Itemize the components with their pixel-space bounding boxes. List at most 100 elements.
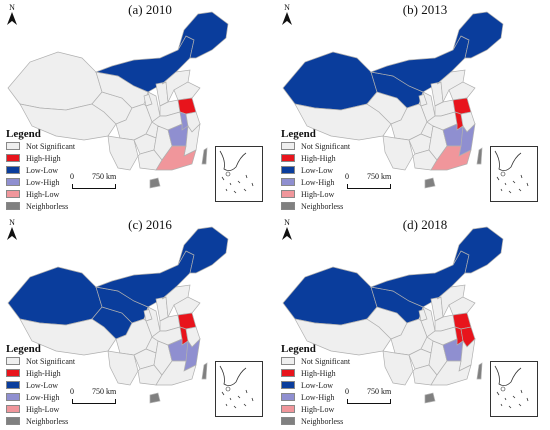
legend-item: Low-High xyxy=(6,391,116,403)
region-jiangsu xyxy=(452,312,472,330)
legend-item: Not Significant xyxy=(281,140,391,152)
legend-label: Neighborless xyxy=(26,416,69,426)
legend-swatch xyxy=(6,381,20,389)
legend-label: Neighborless xyxy=(26,201,69,211)
region-shandong xyxy=(448,81,476,101)
scale-distance: 750 km xyxy=(367,387,392,396)
legend-item: Neighborless xyxy=(281,415,391,427)
legend: Legend Not Significant High-High Low-Low Low… xyxy=(6,128,116,212)
region-guangdong xyxy=(155,360,197,386)
legend-label: Low-High xyxy=(301,392,335,402)
legend-swatch xyxy=(281,417,295,425)
scale-line xyxy=(72,184,116,189)
legend-swatch xyxy=(6,166,20,174)
legend-swatch xyxy=(281,142,295,150)
scale-line xyxy=(72,399,116,404)
region-taiwan xyxy=(201,362,208,380)
legend-label: Low-Low xyxy=(301,165,333,175)
legend-swatch xyxy=(6,190,20,198)
china-map xyxy=(282,11,504,189)
panel-title: (b) 2013 xyxy=(402,2,448,17)
legend-item: High-Low xyxy=(281,403,391,415)
legend-item: Neighborless xyxy=(6,415,116,427)
legend-swatch xyxy=(281,405,295,413)
south-china-sea-inset xyxy=(215,361,263,417)
china-map xyxy=(282,226,504,404)
legend-item: Low-Low xyxy=(6,164,116,176)
legend-item: High-High xyxy=(281,152,391,164)
region-northeast xyxy=(452,226,504,274)
region-guangdong xyxy=(430,145,472,171)
legend-label: Neighborless xyxy=(301,416,344,426)
legend-label: High-Low xyxy=(26,404,60,414)
map-panel: (c) 2016 N Legend Not Significant High-High L… xyxy=(0,215,275,430)
scale-distance: 750 km xyxy=(92,387,117,396)
legend-label: High-High xyxy=(26,153,61,163)
legend-item: High-Low xyxy=(6,188,116,200)
legend-item: Not Significant xyxy=(6,355,116,367)
legend-item: Neighborless xyxy=(281,200,391,212)
legend-swatch xyxy=(281,381,295,389)
svg-text:N: N xyxy=(284,3,290,12)
legend-label: Not Significant xyxy=(26,141,76,151)
legend-item: Not Significant xyxy=(281,355,391,367)
region-shandong xyxy=(448,296,476,316)
region-xinjiang xyxy=(7,51,103,111)
region-xinjiang xyxy=(7,266,103,326)
scale-zero: 0 xyxy=(345,172,349,181)
svg-text:N: N xyxy=(284,218,290,227)
region-yunnan xyxy=(382,350,414,386)
region-northeast xyxy=(177,11,229,59)
legend-label: Low-High xyxy=(301,177,335,187)
scale-line xyxy=(347,399,391,404)
legend: Legend Not Significant High-High Low-Low Low… xyxy=(6,343,116,427)
region-hainan xyxy=(149,392,161,404)
region-northeast xyxy=(177,226,229,274)
legend-item: Low-Low xyxy=(6,379,116,391)
svg-text:N: N xyxy=(9,218,15,227)
legend-title: Legend xyxy=(281,128,316,140)
legend: Legend Not Significant High-High Low-Low Low… xyxy=(281,343,391,427)
legend-swatch xyxy=(281,166,295,174)
region-shandong xyxy=(173,296,201,316)
panel-title: (a) 2010 xyxy=(128,2,172,17)
legend-label: Low-Low xyxy=(26,165,58,175)
legend-swatch xyxy=(281,393,295,401)
region-xinjiang xyxy=(282,51,378,111)
legend-swatch xyxy=(281,357,295,365)
scale-bar: 0 750 km xyxy=(345,172,405,194)
legend-item: Not Significant xyxy=(6,140,116,152)
region-yunnan xyxy=(382,135,414,171)
china-map xyxy=(7,226,229,404)
legend-label: Not Significant xyxy=(301,356,351,366)
china-map xyxy=(7,11,229,189)
legend-label: Low-Low xyxy=(301,380,333,390)
legend-swatch xyxy=(6,202,20,210)
north-arrow-icon: N xyxy=(4,2,20,26)
region-jiangsu xyxy=(452,97,472,115)
legend-swatch xyxy=(281,369,295,377)
region-hainan xyxy=(424,177,436,189)
legend-title: Legend xyxy=(6,128,41,140)
map-panel: (d) 2018 N Legend Not Significant High-High L… xyxy=(275,215,550,430)
legend-item: Low-Low xyxy=(281,164,391,176)
north-arrow-icon: N xyxy=(4,217,20,241)
legend-label: Low-High xyxy=(26,392,60,402)
region-northeast xyxy=(452,11,504,59)
region-taiwan xyxy=(476,147,483,165)
legend-swatch xyxy=(281,178,295,186)
scale-line xyxy=(347,184,391,189)
legend-item: Low-High xyxy=(281,391,391,403)
legend-title: Legend xyxy=(281,343,316,355)
legend-item: Low-High xyxy=(281,176,391,188)
region-jiangsu xyxy=(177,97,197,115)
south-china-sea-inset xyxy=(215,146,263,202)
region-guangdong xyxy=(155,145,197,171)
legend-item: High-Low xyxy=(281,188,391,200)
scale-zero: 0 xyxy=(345,387,349,396)
south-china-sea-inset xyxy=(490,146,538,202)
region-taiwan xyxy=(201,147,208,165)
legend-label: Not Significant xyxy=(26,356,76,366)
legend-title: Legend xyxy=(6,343,41,355)
